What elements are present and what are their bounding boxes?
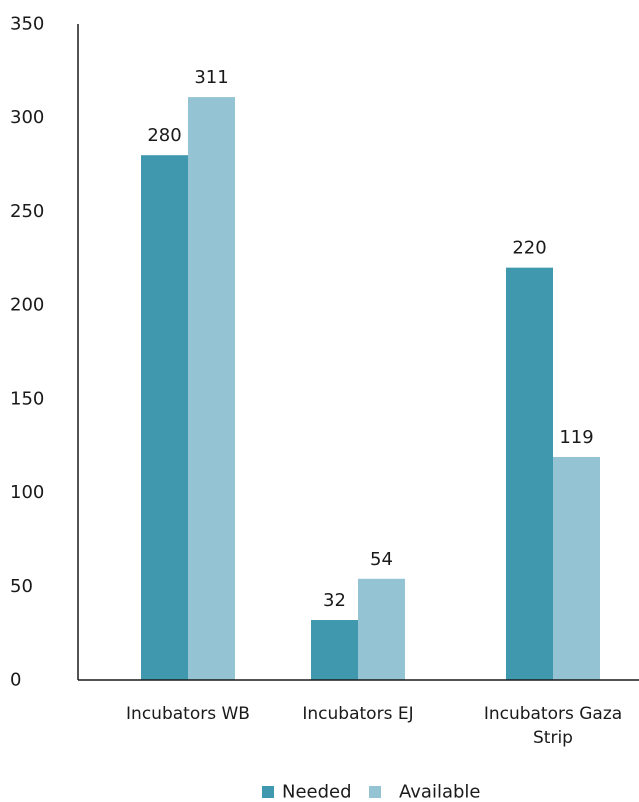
y-tick-label: 0 bbox=[10, 670, 21, 691]
data-label: 119 bbox=[559, 427, 593, 448]
bar-available bbox=[553, 456, 600, 680]
data-labels: 280 32 220 311 54 119 bbox=[147, 67, 593, 611]
y-tick-label: 350 bbox=[10, 14, 44, 35]
y-tick-label: 100 bbox=[10, 482, 44, 503]
bar-available bbox=[188, 97, 235, 680]
data-label: 311 bbox=[194, 67, 228, 88]
legend-label-needed: Needed bbox=[282, 782, 352, 802]
x-axis-category-labels: Incubators WB Incubators EJ Incubators Gaz… bbox=[126, 704, 622, 748]
y-tick-label: 200 bbox=[10, 295, 44, 316]
y-tick-label: 50 bbox=[10, 576, 33, 597]
bar-available bbox=[358, 578, 405, 680]
legend: Needed Available bbox=[262, 782, 480, 802]
y-axis-ticks: 0 50 100 150 200 250 300 350 bbox=[10, 14, 44, 691]
legend-swatch-needed bbox=[262, 786, 274, 798]
data-label: 280 bbox=[147, 125, 181, 146]
x-category-label: Incubators Gaza Strip bbox=[484, 704, 622, 748]
y-tick-label: 300 bbox=[10, 107, 44, 128]
bar-needed bbox=[506, 267, 553, 680]
y-tick-label: 150 bbox=[10, 388, 44, 409]
bars bbox=[141, 97, 600, 680]
data-label: 54 bbox=[370, 549, 393, 570]
bar-needed bbox=[141, 155, 188, 680]
data-label: 32 bbox=[323, 590, 346, 611]
legend-swatch-available bbox=[369, 786, 381, 798]
bar-needed bbox=[311, 620, 358, 680]
x-category-label: Incubators WB bbox=[126, 704, 250, 724]
data-label: 220 bbox=[512, 238, 546, 259]
x-category-label: Incubators EJ bbox=[302, 704, 413, 724]
legend-label-available: Available bbox=[399, 782, 480, 802]
y-tick-label: 250 bbox=[10, 201, 44, 222]
